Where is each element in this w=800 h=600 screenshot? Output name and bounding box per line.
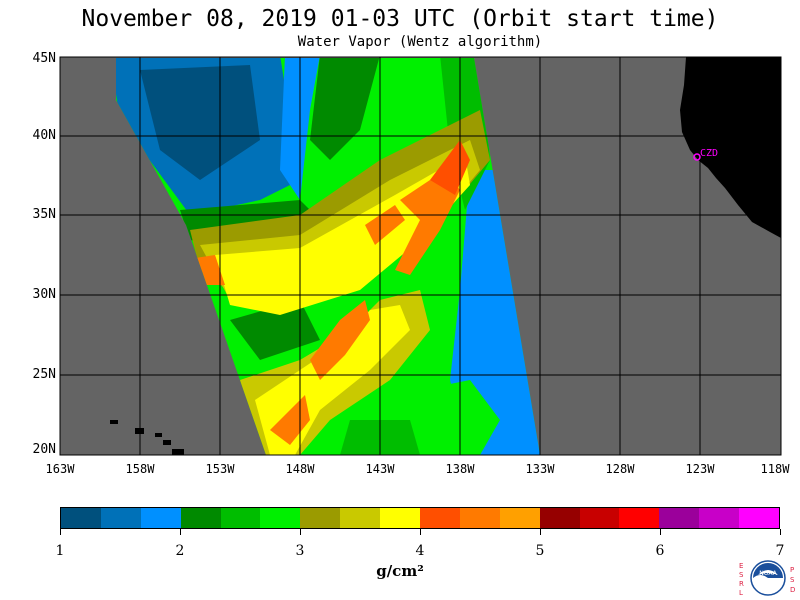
colorbar-cell xyxy=(459,508,500,528)
logo-letter-r: R xyxy=(739,580,744,588)
noaa-emblem-icon: NOAA xyxy=(750,560,786,596)
logo-letter-d: D xyxy=(790,586,796,594)
colorbar-cell xyxy=(699,508,740,528)
lat-lon-grid xyxy=(60,57,781,455)
lat-label-35n: 35N xyxy=(32,207,56,222)
colorbar-cell xyxy=(180,508,221,528)
colorbar-cell xyxy=(260,508,301,528)
map-title: November 08, 2019 01-03 UTC (Orbit start… xyxy=(81,6,719,32)
logo-letter-l: L xyxy=(739,589,743,597)
colorbar-tick xyxy=(300,529,301,535)
colorbar-cell xyxy=(340,508,381,528)
lat-label-20n: 20N xyxy=(32,442,56,457)
noaa-logo: E S R L NOAA P S D xyxy=(736,556,798,600)
lon-label-128w: 128W xyxy=(605,462,635,476)
colorbar-cell xyxy=(100,508,141,528)
lon-label-158w: 158W xyxy=(125,462,155,476)
lat-label-40n: 40N xyxy=(32,128,56,143)
colorbar-label-2: 2 xyxy=(175,543,185,559)
coast-land xyxy=(680,57,781,238)
color-bar xyxy=(60,507,780,529)
lon-label-153w: 153W xyxy=(205,462,235,476)
colorbar-cell xyxy=(220,508,261,528)
lon-label-163w: 163W xyxy=(45,462,75,476)
logo-letter-p: P xyxy=(790,566,795,574)
colorbar-tick xyxy=(420,529,421,535)
map-frame xyxy=(59,56,782,456)
colorbar-tick xyxy=(540,529,541,535)
colorbar-label-1: 1 xyxy=(55,543,65,559)
colorbar-label-3: 3 xyxy=(295,543,305,559)
water-vapor-map: CZD xyxy=(59,56,782,456)
lon-label-118w: 118W xyxy=(760,462,790,476)
lon-label-148w: 148W xyxy=(285,462,315,476)
colorbar-tick xyxy=(660,529,661,535)
colorbar-tick xyxy=(780,529,781,535)
colorbar-cell xyxy=(140,508,181,528)
lat-label-45n: 45N xyxy=(32,51,56,66)
colorbar-tick xyxy=(60,529,61,535)
lon-label-143w: 143W xyxy=(365,462,395,476)
lat-label-25n: 25N xyxy=(32,367,56,382)
lon-label-123w: 123W xyxy=(685,462,715,476)
colorbar-cell xyxy=(420,508,460,528)
colorbar-cell xyxy=(659,508,700,528)
colorbar-label-6: 6 xyxy=(655,543,665,559)
colorbar-cell xyxy=(380,508,421,528)
map-subtitle: Water Vapor (Wentz algorithm) xyxy=(297,34,543,50)
colorbar-cell xyxy=(61,508,101,528)
colorbar-label-5: 5 xyxy=(535,543,545,559)
colorbar-cell xyxy=(579,508,620,528)
colorbar-cell xyxy=(539,508,580,528)
lat-label-30n: 30N xyxy=(32,287,56,302)
colorbar-cell xyxy=(499,508,540,528)
noaa-text: NOAA xyxy=(759,570,777,577)
units-label: g/cm² xyxy=(376,562,424,580)
colorbar-label-7: 7 xyxy=(775,543,785,559)
station-label: CZD xyxy=(700,148,718,159)
lon-label-138w: 138W xyxy=(445,462,475,476)
logo-letter-s2: S xyxy=(790,576,795,584)
lon-label-133w: 133W xyxy=(525,462,555,476)
colorbar-cell xyxy=(739,508,780,528)
colorbar-cell xyxy=(300,508,341,528)
logo-letter-e: E xyxy=(739,562,744,570)
colorbar-tick xyxy=(180,529,181,535)
logo-letter-s: S xyxy=(739,571,744,579)
colorbar-cell xyxy=(619,508,660,528)
station-marker xyxy=(693,153,701,161)
colorbar-label-4: 4 xyxy=(415,543,425,559)
